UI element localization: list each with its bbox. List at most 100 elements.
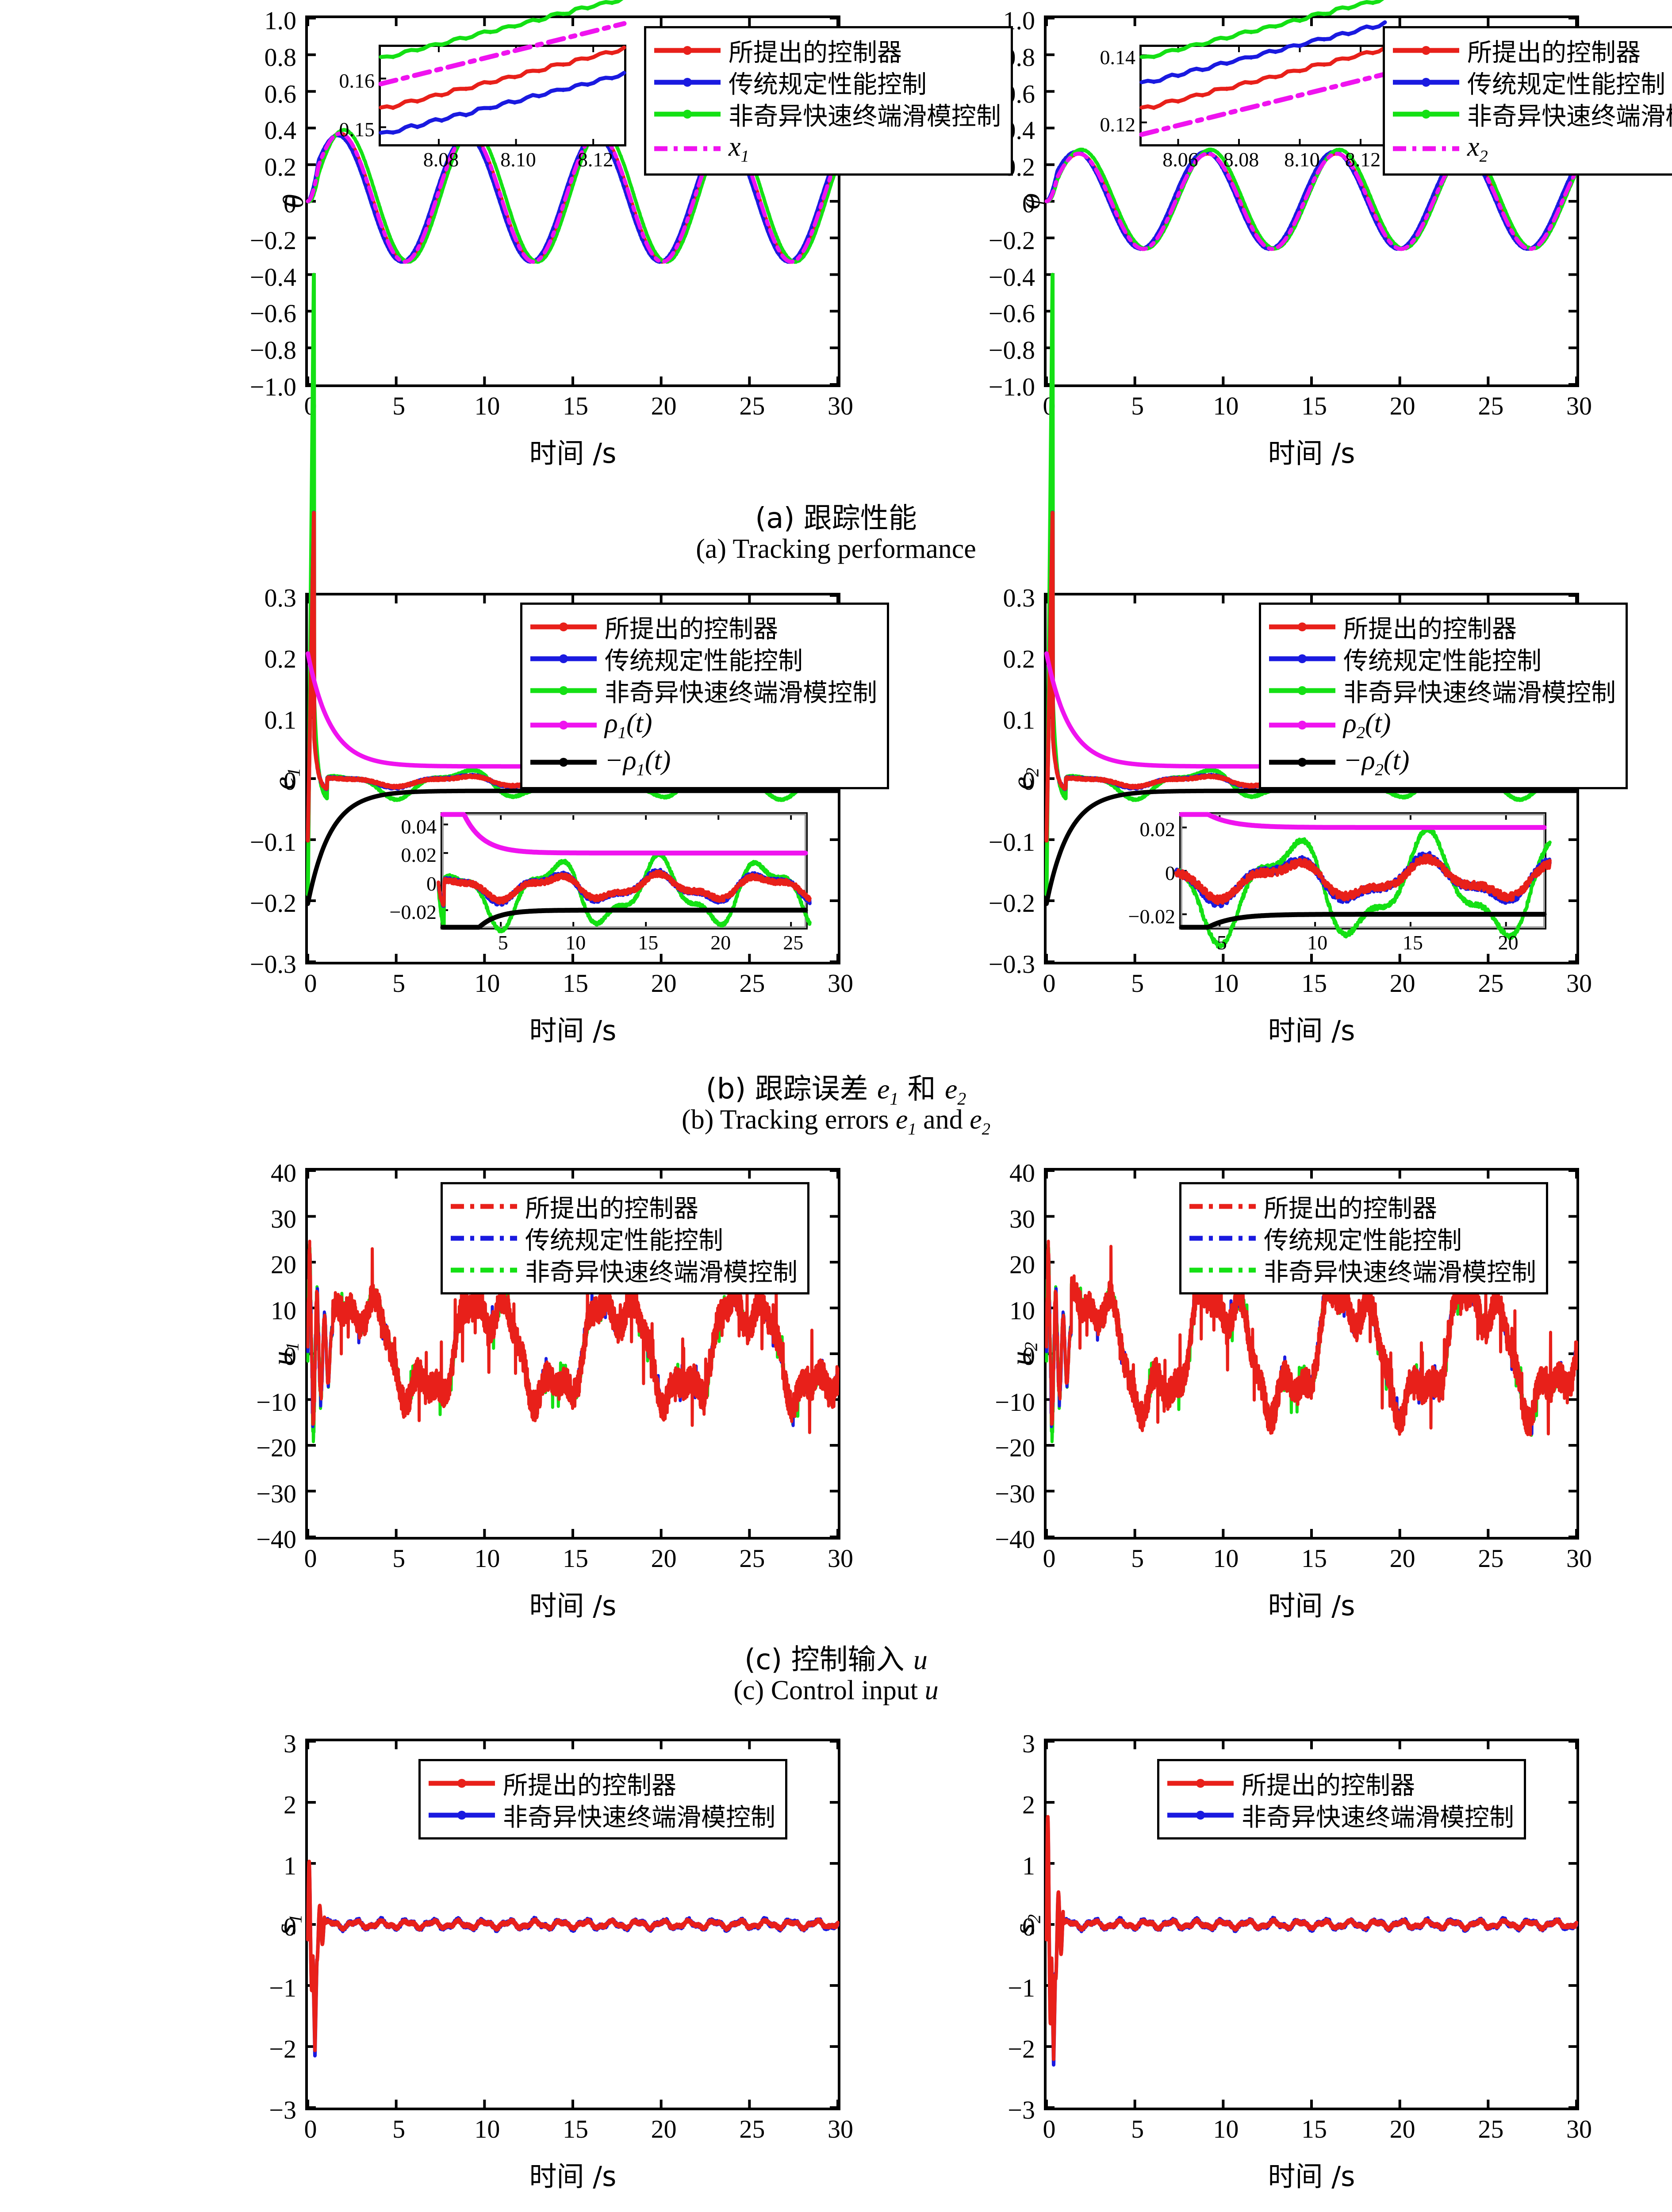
d-left-ytick: −2 bbox=[269, 2035, 296, 2063]
legend-label: 传统规定性能控制 bbox=[1343, 646, 1542, 676]
d-right-legend-item[interactable]: 非奇异快速终端滑模控制 bbox=[1167, 1799, 1514, 1832]
a-right-xtick: 20 bbox=[1389, 392, 1415, 420]
b-left-legend-item[interactable]: 传统规定性能控制 bbox=[530, 643, 877, 676]
a-left-panel: −1.0 −0.8 −0.6 −0.4 −0.2 0 0.2 0.4 0.6 0.8 1.0 0 5 10… bbox=[250, 0, 1013, 469]
c-left-ytick: 20 bbox=[271, 1250, 296, 1279]
d-right-ytick: −2 bbox=[1008, 2035, 1035, 2063]
a-left-legend-item[interactable]: x1 bbox=[654, 130, 1001, 167]
legend-label: 非奇异快速终端滑模控制 bbox=[1264, 1258, 1536, 1287]
b-right-xtick: 20 bbox=[1389, 969, 1415, 998]
a-right-panel: −1.0 −0.8 −0.6 −0.4 −0.2 0 0.2 0.4 0.6 0.8 1.0 0 5 10… bbox=[989, 0, 1672, 469]
b-right-legend-item[interactable]: 非奇异快速终端滑模控制 bbox=[1269, 675, 1616, 707]
d-right-ytick: 2 bbox=[1022, 1790, 1035, 1819]
d-right-legend-item[interactable]: 所提出的控制器 bbox=[1167, 1767, 1514, 1800]
c-left-ytick: −30 bbox=[256, 1479, 296, 1508]
b-right-xlabel: 时间 /s bbox=[1268, 1014, 1355, 1047]
d-left-xlabel: 时间 /s bbox=[529, 2160, 617, 2193]
a-right-legend-item[interactable]: x2 bbox=[1393, 130, 1672, 167]
c-left-legend-item[interactable]: 所提出的控制器 bbox=[451, 1190, 798, 1223]
c-right-legend-item[interactable]: 非奇异快速终端滑模控制 bbox=[1189, 1254, 1536, 1287]
a-left-ytick: −0.8 bbox=[249, 336, 296, 365]
b-right-ytick: −0.2 bbox=[988, 889, 1035, 918]
b-left-detail-inset-ytick: 0.04 bbox=[401, 815, 437, 838]
b-left-legend-item[interactable]: −ρ1(t) bbox=[530, 744, 877, 781]
legend-label: 非奇异快速终端滑模控制 bbox=[1242, 1803, 1514, 1832]
b-right-ytick: 0.1 bbox=[1003, 706, 1035, 734]
a-right-ytick: −1.0 bbox=[988, 373, 1035, 401]
legend-swatch-icon bbox=[1167, 1779, 1234, 1788]
c-left-ytick: 10 bbox=[271, 1296, 296, 1325]
d-left-xtick: 10 bbox=[474, 2115, 500, 2143]
a-left-legend-item[interactable]: 传统规定性能控制 bbox=[654, 66, 1001, 99]
legend-label: 所提出的控制器 bbox=[729, 38, 902, 67]
a-right-xtick: 30 bbox=[1566, 392, 1592, 420]
a-right-ytick: −0.6 bbox=[988, 299, 1035, 328]
legend-swatch-icon bbox=[451, 1204, 517, 1209]
b-left-detail-inset: 5 10 15 20 25 −0.02 0 0.02 0.04 bbox=[390, 812, 812, 953]
d-left-legend-item[interactable]: 所提出的控制器 bbox=[429, 1767, 775, 1800]
b-right-detail-inset-xtick: 15 bbox=[1402, 931, 1423, 954]
a-right-ylabel: φ bbox=[1014, 193, 1047, 210]
b-right-xtick: 0 bbox=[1043, 969, 1056, 998]
a-right-legend-item[interactable]: 所提出的控制器 bbox=[1393, 35, 1672, 67]
c-left-xtick: 10 bbox=[474, 1544, 500, 1573]
a-left-detail-inset-xtick: 8.10 bbox=[500, 148, 536, 171]
b-right-legend-item[interactable]: −ρ2(t) bbox=[1269, 744, 1616, 781]
c-left-xtick: 5 bbox=[392, 1544, 406, 1573]
a-left-legend-item[interactable]: 非奇异快速终端滑模控制 bbox=[654, 98, 1001, 131]
b-left-ytick: −0.3 bbox=[249, 950, 296, 979]
b-right-xtick: 25 bbox=[1478, 969, 1504, 998]
legend-swatch-icon bbox=[530, 758, 597, 767]
c-left-ytick: 30 bbox=[271, 1204, 296, 1233]
c-right-legend-item[interactable]: 所提出的控制器 bbox=[1189, 1190, 1536, 1223]
a-left-legend-item[interactable]: 所提出的控制器 bbox=[654, 35, 1001, 67]
d-left-ytick: 0 bbox=[284, 1912, 296, 1941]
b-left-axes: −0.3 −0.2 −0.1 0 0.1 0.2 0.3 0 5 10 15 20 25 30 e1 时间 /… bbox=[250, 273, 889, 1047]
b-right-legend-item[interactable]: 传统规定性能控制 bbox=[1269, 643, 1616, 676]
b-right-legend-item[interactable]: ρ2(t) bbox=[1269, 707, 1616, 744]
b-left-legend-item[interactable]: 非奇异快速终端滑模控制 bbox=[530, 675, 877, 707]
c-right-axes: −40 −30 −20 −10 0 10 20 30 40 0 5 10 15 20 25 30 u2 时间 /s… bbox=[995, 1160, 1592, 1622]
c-left-ytick: −10 bbox=[256, 1387, 296, 1417]
c-left-legend-item[interactable]: 传统规定性能控制 bbox=[451, 1222, 798, 1255]
legend-label: 所提出的控制器 bbox=[1343, 614, 1517, 644]
legend-label: −ρ2(t) bbox=[1343, 745, 1410, 780]
legend-label: 非奇异快速终端滑模控制 bbox=[605, 678, 877, 707]
a-left-xlabel: 时间 /s bbox=[529, 437, 617, 469]
d-left-plot-area bbox=[306, 1740, 840, 2109]
c-right-ytick: 0 bbox=[1022, 1342, 1035, 1371]
b-left-ytick: 0.3 bbox=[264, 584, 297, 612]
b-left-xtick: 30 bbox=[828, 969, 853, 998]
legend-swatch-icon bbox=[1269, 721, 1335, 730]
d-left-ytick: 1 bbox=[284, 1851, 296, 1880]
a-right-detail-inset-xtick: 8.08 bbox=[1223, 148, 1259, 171]
b-left-detail-inset-ytick: 0 bbox=[426, 872, 437, 895]
c-left-legend-item[interactable]: 非奇异快速终端滑模控制 bbox=[451, 1254, 798, 1287]
a-right-legend-item[interactable]: 传统规定性能控制 bbox=[1393, 66, 1672, 99]
c-left-panel: −40 −30 −20 −10 0 10 20 30 40 0 5 10 15 20 25 30 u1 时间 /s… bbox=[256, 1160, 853, 1622]
legend-swatch-icon bbox=[654, 110, 721, 119]
a-right-detail-inset-ytick: 0.14 bbox=[1100, 46, 1136, 69]
d-right-panel: −3 −2 −1 0 1 2 3 0 5 10 15 20 25 30 s2 时间 /s 所提出的控制器 非奇异快… bbox=[1008, 1731, 1592, 2193]
legend-swatch-icon bbox=[1393, 110, 1459, 119]
d-left-legend-item[interactable]: 非奇异快速终端滑模控制 bbox=[429, 1799, 775, 1832]
b-left-legend-item[interactable]: ρ1(t) bbox=[530, 707, 877, 744]
b-right-xtick: 5 bbox=[1131, 969, 1144, 998]
a-right-legend-item[interactable]: 非奇异快速终端滑模控制 bbox=[1393, 98, 1672, 131]
b-right-legend-item[interactable]: 所提出的控制器 bbox=[1269, 611, 1616, 644]
d-left-legend: 所提出的控制器 非奇异快速终端滑模控制 bbox=[418, 1759, 787, 1839]
b-right-ytick: −0.3 bbox=[988, 950, 1035, 979]
a-left-detail-inset-area bbox=[378, 0, 627, 144]
b-left-xtick: 25 bbox=[739, 969, 765, 998]
caption-cn-1: (b) 跟踪误差 e1 和 e2 bbox=[706, 1073, 966, 1109]
d-right-axes: −3 −2 −1 0 1 2 3 0 5 10 15 20 25 30 s2 时间 /s 所提出的控制器 非奇异快… bbox=[1008, 1731, 1592, 2193]
b-right-xtick: 15 bbox=[1301, 969, 1327, 998]
legend-label: 所提出的控制器 bbox=[525, 1194, 698, 1223]
legend-swatch-icon bbox=[530, 686, 597, 695]
legend-label: x2 bbox=[1467, 131, 1488, 166]
b-left-legend-item[interactable]: 所提出的控制器 bbox=[530, 611, 877, 644]
c-right-legend-item[interactable]: 传统规定性能控制 bbox=[1189, 1222, 1536, 1255]
legend-swatch-icon bbox=[1269, 622, 1335, 631]
legend-swatch-icon bbox=[1393, 46, 1459, 55]
c-right-legend: 所提出的控制器 传统规定性能控制非奇异快速终端滑模控制 bbox=[1179, 1182, 1548, 1294]
